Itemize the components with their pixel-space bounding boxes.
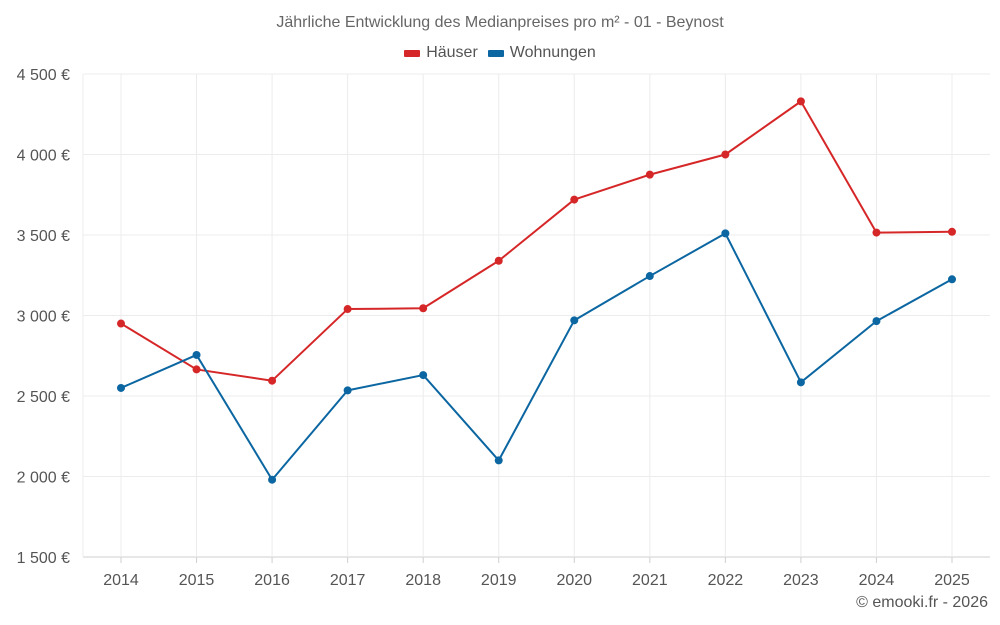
series-points <box>117 97 956 484</box>
data-point-haeuser-2021 <box>645 170 654 179</box>
data-point-wohnungen-2014 <box>117 383 125 392</box>
x-tick-label: 2017 <box>330 572 366 589</box>
chart-title: Jährliche Entwicklung des Medianpreises … <box>276 14 724 31</box>
x-tick-label: 2022 <box>708 572 744 589</box>
data-point-haeuser-2023 <box>796 97 805 106</box>
x-tick-label: 2024 <box>859 572 895 589</box>
x-tick-label: 2023 <box>783 572 819 589</box>
data-point-haeuser-2017 <box>343 305 352 314</box>
grid <box>82 73 990 558</box>
legend-label-wohnungen: Wohnungen <box>509 44 596 61</box>
x-tick-label: 2025 <box>934 572 970 589</box>
legend-label-haeuser: Häuser <box>426 44 478 61</box>
data-point-haeuser-2025 <box>948 227 956 236</box>
x-tick-label: 2020 <box>556 572 592 589</box>
data-point-haeuser-2014 <box>117 319 125 328</box>
x-tick-label: 2019 <box>481 572 517 589</box>
y-tick-label: 4 500 € <box>17 67 70 84</box>
y-tick-label: 4 000 € <box>17 148 70 165</box>
data-point-wohnungen-2019 <box>494 456 503 465</box>
y-tick-label: 2 500 € <box>17 389 70 406</box>
data-point-wohnungen-2015 <box>192 350 201 359</box>
y-tick-label: 1 500 € <box>17 550 70 567</box>
data-point-wohnungen-2021 <box>645 272 654 281</box>
x-tick-label: 2016 <box>254 572 290 589</box>
data-point-haeuser-2015 <box>192 365 201 374</box>
legend-item-wohnungen[interactable]: Wohnungen <box>487 44 596 62</box>
legend: Häuser Wohnungen <box>0 44 1000 62</box>
legend-swatch-haeuser <box>404 49 421 57</box>
data-point-wohnungen-2018 <box>419 371 428 380</box>
data-point-haeuser-2024 <box>872 228 881 237</box>
data-point-haeuser-2022 <box>721 150 730 159</box>
series-lines <box>120 100 953 481</box>
legend-swatch-wohnungen <box>487 49 504 57</box>
series-line-wohnungen <box>120 232 953 481</box>
data-point-haeuser-2016 <box>268 376 277 385</box>
x-tick-label: 2021 <box>632 572 668 589</box>
data-point-wohnungen-2017 <box>343 386 352 395</box>
data-point-wohnungen-2025 <box>948 275 956 284</box>
data-point-wohnungen-2023 <box>796 378 805 387</box>
x-tick-label: 2014 <box>103 572 139 589</box>
y-tick-label: 3 500 € <box>17 228 70 245</box>
x-tick-label: 2018 <box>405 572 441 589</box>
data-point-wohnungen-2020 <box>570 316 579 325</box>
legend-item-haeuser[interactable]: Häuser <box>404 44 478 62</box>
data-point-haeuser-2019 <box>494 256 503 265</box>
data-point-haeuser-2020 <box>570 195 579 204</box>
data-point-wohnungen-2024 <box>872 317 881 326</box>
x-tick-label: 2015 <box>179 572 215 589</box>
data-point-wohnungen-2022 <box>721 229 730 238</box>
copyright-credit: © emooki.fr - 2026 <box>856 594 988 611</box>
y-tick-label: 2 000 € <box>17 470 70 487</box>
y-axis: 1 500 € 2 000 € 2 500 € 3 000 € 3 500 € 4 000… <box>17 67 70 567</box>
x-axis: 2014 2015 2016 2017 2018 2019 2020 2021 2022 2023… <box>103 557 970 589</box>
data-point-haeuser-2018 <box>419 304 428 313</box>
data-point-wohnungen-2016 <box>268 475 277 484</box>
series-line-haeuser <box>120 100 953 382</box>
y-tick-label: 3 000 € <box>17 309 70 326</box>
